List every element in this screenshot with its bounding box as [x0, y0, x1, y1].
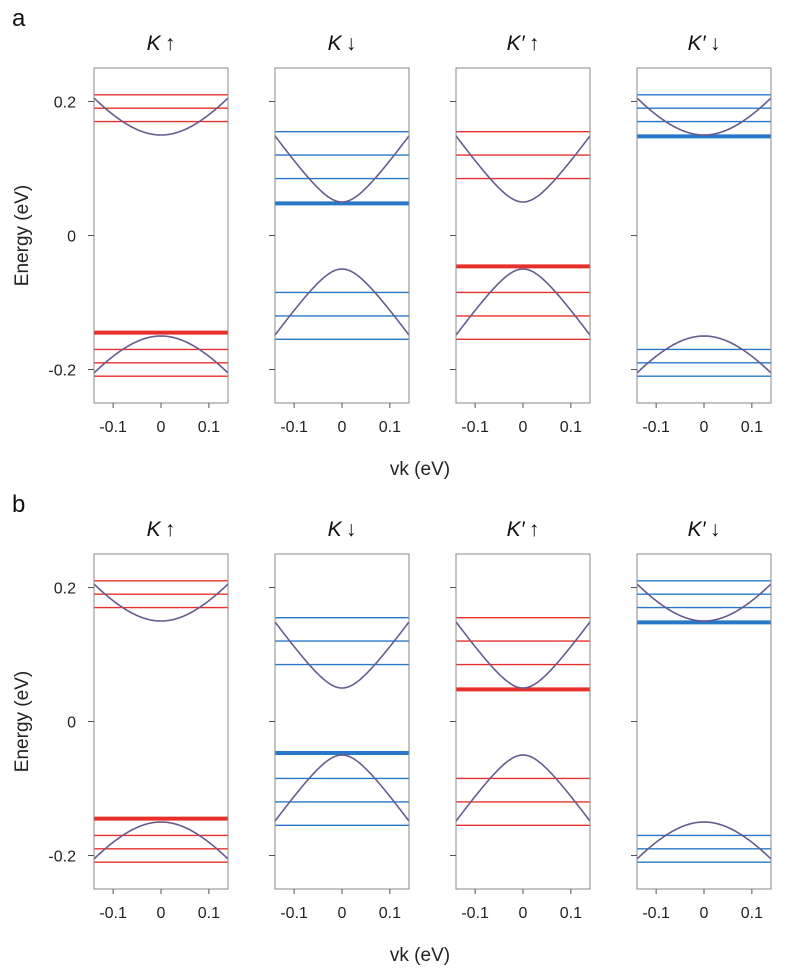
- subplot-frame: [455, 553, 591, 890]
- x-tick-label: 0: [157, 419, 166, 436]
- valence-band-curve: [275, 754, 409, 822]
- valence-band-curve: [456, 754, 590, 822]
- x-tick-label: 0.1: [560, 419, 582, 436]
- conduction-band-curve: [456, 621, 590, 689]
- y-tick-label: 0.2: [54, 95, 76, 112]
- x-tick-label: 0: [338, 905, 347, 922]
- plot-area: [456, 130, 590, 341]
- subplot-2: K ↓ -0.1 0 0.1: [269, 32, 410, 436]
- panel-label: b: [12, 491, 25, 518]
- subplot-title: K ↑: [147, 518, 176, 541]
- subplot-frame: [455, 67, 591, 404]
- x-tick-label: 0: [519, 905, 528, 922]
- x-tick-label: 0: [338, 419, 347, 436]
- conduction-band-curve: [637, 97, 771, 136]
- panel-label: a: [12, 5, 26, 32]
- y-tick-label: 0: [67, 229, 76, 246]
- subplot-title: K ↓: [328, 518, 357, 541]
- x-tick-label: 0.1: [198, 419, 220, 436]
- x-tick-label: 0.1: [379, 905, 401, 922]
- plot-area: [94, 580, 228, 863]
- conduction-band-curve: [456, 135, 590, 203]
- subplot-frame: [274, 67, 410, 404]
- conduction-band-curve: [275, 135, 409, 203]
- conduction-band-curve: [94, 583, 228, 622]
- x-tick-label: -0.1: [642, 419, 670, 436]
- subplot-title: K ↑: [147, 32, 176, 55]
- x-axis-label: vk (eV): [390, 945, 450, 966]
- conduction-band-curve: [275, 621, 409, 689]
- valence-band-curve: [94, 821, 228, 860]
- x-tick-label: 0.1: [198, 905, 220, 922]
- x-tick-label: 0: [700, 905, 709, 922]
- x-tick-label: -0.1: [280, 905, 308, 922]
- valence-band-curve: [637, 335, 771, 374]
- subplot-4: K′ ↓ -0.1 0 0.1: [631, 518, 772, 922]
- valence-band-curve: [637, 821, 771, 860]
- subplot-1: K ↑ -0.1 0 0.1: [88, 32, 229, 436]
- x-tick-label: 0: [519, 419, 528, 436]
- y-axis-label: Energy (eV): [12, 185, 33, 286]
- conduction-band-curve: [637, 583, 771, 622]
- x-tick-label: 0: [157, 905, 166, 922]
- x-axis-label: vk (eV): [390, 459, 450, 480]
- subplot-frame: [636, 553, 772, 890]
- plot-area: [456, 616, 590, 827]
- x-tick-label: -0.1: [461, 419, 489, 436]
- plot-area: [94, 94, 228, 377]
- subplot-title: K′ ↓: [688, 518, 721, 541]
- x-tick-label: -0.1: [642, 905, 670, 922]
- valence-band-curve: [275, 268, 409, 336]
- subplot-frame: [93, 553, 229, 890]
- subplot-4: K′ ↓ -0.1 0 0.1: [631, 32, 772, 436]
- y-axis-label: Energy (eV): [12, 671, 33, 772]
- subplot-3: K′ ↑ -0.1 0 0.1: [450, 518, 591, 922]
- valence-band-curve: [94, 335, 228, 374]
- plot-area: [275, 616, 409, 827]
- x-tick-label: 0.1: [560, 905, 582, 922]
- x-tick-label: 0.1: [741, 905, 763, 922]
- subplot-title: K ↓: [328, 32, 357, 55]
- x-tick-label: -0.1: [280, 419, 308, 436]
- x-tick-label: -0.1: [461, 905, 489, 922]
- subplot-title: K′ ↑: [507, 32, 540, 55]
- valence-band-curve: [456, 268, 590, 336]
- y-tick-label: 0: [67, 715, 76, 732]
- x-tick-label: 0: [700, 419, 709, 436]
- y-tick-label: -0.2: [48, 363, 76, 380]
- plot-area: [275, 130, 409, 341]
- x-tick-label: -0.1: [99, 905, 127, 922]
- plot-area: [637, 580, 771, 863]
- y-tick-label: 0.2: [54, 581, 76, 598]
- subplot-1: K ↑ -0.1 0 0.1: [88, 518, 229, 922]
- subplot-2: K ↓ -0.1 0 0.1: [269, 518, 410, 922]
- plot-area: [637, 94, 771, 377]
- conduction-band-curve: [94, 97, 228, 136]
- subplot-frame: [636, 67, 772, 404]
- x-tick-label: -0.1: [99, 419, 127, 436]
- subplot-title: K′ ↑: [507, 518, 540, 541]
- subplot-title: K′ ↓: [688, 32, 721, 55]
- x-tick-label: 0.1: [741, 419, 763, 436]
- subplot-3: K′ ↑ -0.1 0 0.1: [450, 32, 591, 436]
- y-tick-label: -0.2: [48, 849, 76, 866]
- subplot-frame: [93, 67, 229, 404]
- x-tick-label: 0.1: [379, 419, 401, 436]
- subplot-frame: [274, 553, 410, 890]
